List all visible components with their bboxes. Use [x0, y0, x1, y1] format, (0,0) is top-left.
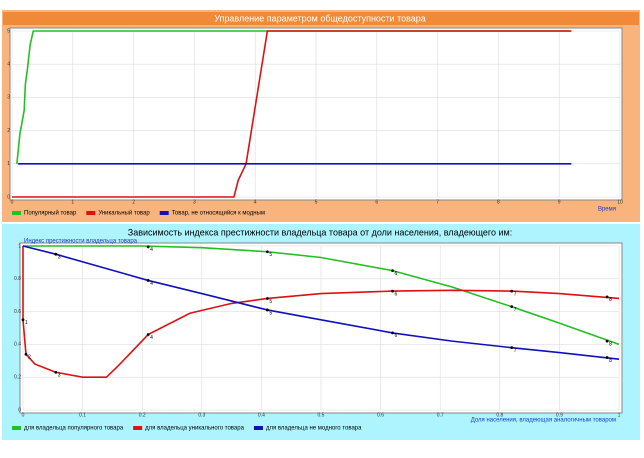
legend-swatch — [133, 426, 143, 430]
x-tick-label: 0.5 — [318, 412, 325, 418]
point-marker — [265, 297, 269, 300]
point-marker — [605, 295, 609, 299]
line-series — [22, 246, 620, 378]
chart-title: Управление параметром общедоступности то… — [214, 13, 426, 23]
point-label: 8 — [609, 358, 612, 364]
x-tick-label: 8 — [497, 199, 500, 205]
point-label: 6 — [395, 271, 398, 277]
x-tick-label: 7 — [436, 199, 439, 205]
point-marker — [605, 339, 609, 343]
y-tick-label: 3 — [7, 95, 10, 101]
x-tick-label: 9 — [558, 199, 561, 205]
x-tick-label: 0.8 — [496, 412, 503, 418]
line-series — [16, 30, 572, 164]
x-axis-label: Доля населения, владеющая аналогичным то… — [471, 418, 616, 424]
point-marker — [146, 245, 150, 249]
legend-swatch — [253, 426, 263, 430]
point-marker — [265, 308, 269, 312]
point-marker — [605, 356, 609, 359]
point-label: 4 — [150, 281, 153, 287]
x-tick-label: 6 — [375, 199, 378, 205]
point-label: 7 — [514, 307, 517, 313]
point-label: 3 — [58, 373, 61, 379]
point-marker — [24, 352, 28, 356]
point-label: 4 — [150, 247, 153, 253]
legend-swatch — [12, 211, 21, 215]
y-tick-label: 0.2 — [14, 375, 21, 381]
x-axis-label: Время — [598, 207, 616, 213]
point-marker — [391, 269, 394, 272]
x-tick-label: 0.7 — [437, 412, 444, 418]
point-label: 8 — [609, 297, 612, 303]
point-marker — [510, 346, 514, 350]
point-label: 6 — [395, 333, 398, 339]
y-tick-label: 0.8 — [14, 276, 21, 282]
legend-label: для владельца не модного товара — [266, 426, 362, 432]
x-tick-label: 0 — [22, 412, 25, 418]
y-tick-label: 4 — [7, 62, 10, 68]
point-marker — [510, 289, 514, 293]
y-tick-label: 2 — [7, 128, 10, 134]
x-tick-label: 1 — [71, 199, 74, 205]
legend-label: Популярный товар — [24, 210, 77, 217]
y-tick-label: 1 — [7, 161, 10, 167]
chart-title: Зависимость индекса престижности владель… — [128, 227, 512, 237]
point-label: 6 — [395, 291, 398, 297]
y-tick-label: 0 — [7, 194, 10, 200]
legend-label: для владельца уникального товара — [145, 426, 244, 432]
y-tick-label: 5 — [7, 28, 10, 34]
y-tick-label: 0.4 — [14, 342, 21, 348]
line-series — [23, 245, 620, 346]
x-tick-label: 5 — [315, 199, 318, 205]
point-label: 8 — [609, 341, 612, 347]
line-series — [22, 245, 620, 360]
x-tick-label: 0.3 — [198, 412, 205, 418]
x-tick-label: 3 — [193, 199, 196, 205]
x-tick-label: 0.1 — [79, 412, 86, 418]
x-tick-label: 0.9 — [556, 412, 563, 418]
x-tick-label: 1 — [618, 412, 621, 418]
y-tick-label: 1 — [18, 243, 21, 249]
x-tick-label: 4 — [254, 199, 257, 205]
legend-label: Товар, не относящийся к модным — [172, 210, 265, 217]
x-tick-label: 0 — [11, 199, 14, 205]
y-axis-label: Индекс престижности владельца товара — [24, 239, 138, 245]
legend-swatch — [86, 211, 96, 215]
point-label: 1 — [25, 320, 28, 326]
point-label: 3 — [58, 255, 61, 261]
x-tick-label: 0.6 — [377, 412, 384, 418]
point-label: 5 — [269, 299, 272, 305]
point-marker — [146, 279, 150, 282]
point-marker — [391, 331, 394, 335]
point-marker — [54, 370, 58, 374]
legend-swatch — [159, 211, 169, 215]
x-tick-label: 0.4 — [258, 412, 265, 418]
point-label: 7 — [514, 348, 517, 354]
x-tick-label: 10 — [617, 199, 623, 205]
point-marker — [510, 305, 514, 309]
point-label: 2 — [28, 355, 31, 361]
point-marker — [265, 250, 269, 254]
y-tick-label: 0 — [18, 407, 21, 413]
x-tick-label: 2 — [132, 199, 135, 205]
legend-label: для владельца популярного товара — [24, 426, 124, 432]
point-marker — [391, 289, 394, 293]
point-label: 5 — [269, 310, 272, 316]
point-label: 4 — [150, 335, 153, 341]
point-label: 5 — [269, 252, 272, 258]
line-series — [12, 30, 572, 198]
legend-swatch — [12, 426, 21, 430]
x-tick-label: 0.2 — [139, 412, 146, 418]
point-marker — [146, 333, 150, 336]
y-tick-label: 0.6 — [14, 309, 21, 315]
legend-label: Уникальный товар — [98, 210, 150, 217]
top-title-bar — [3, 12, 639, 25]
point-marker — [54, 252, 58, 256]
point-marker — [21, 318, 25, 322]
point-label: 7 — [514, 291, 517, 297]
